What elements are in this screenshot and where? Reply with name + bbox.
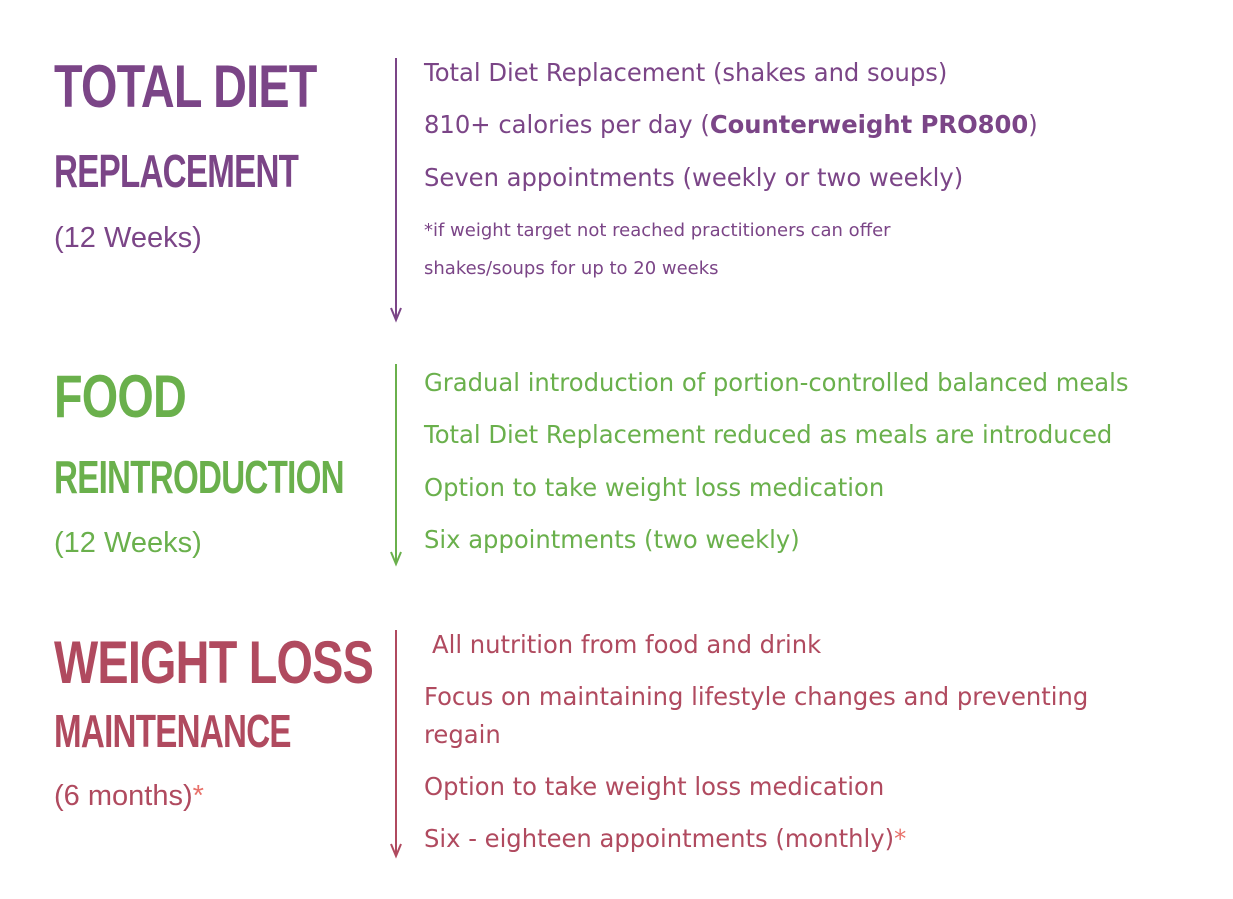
- phase-title-line1: TOTAL DIET: [54, 53, 317, 120]
- phase-duration-text: (6 months): [54, 780, 193, 812]
- phase-item-text: Six - eighteen appointments (monthly): [424, 824, 895, 853]
- phase-title-line1: FOOD: [54, 363, 187, 430]
- phase-note-line1: *if weight target not reached practition…: [424, 220, 891, 241]
- timeline-arrow-icon: [390, 630, 402, 859]
- phase-item: Gradual introduction of portion-controll…: [424, 368, 1129, 397]
- phase-item: Focus on maintaining lifestyle changes a…: [424, 682, 1089, 711]
- phase-title-line1: WEIGHT LOSS: [54, 629, 374, 696]
- phase-item: Seven appointments (weekly or two weekly…: [424, 163, 964, 192]
- phase-item-text: 810+ calories per day (: [424, 110, 710, 139]
- footnote-asterisk: *: [894, 824, 907, 853]
- phase-note-line2: shakes/soups for up to 20 weeks: [424, 258, 719, 279]
- phase-item: All nutrition from food and drink: [432, 630, 822, 659]
- phase-duration: (12 Weeks): [54, 527, 202, 559]
- phase-item: Six - eighteen appointments (monthly)*: [424, 824, 906, 853]
- phase-title-line2: MAINTENANCE: [54, 705, 292, 757]
- phase-item: Option to take weight loss medication: [424, 772, 885, 801]
- phase-item-text-tail: ): [1028, 110, 1038, 139]
- phase-item: Total Diet Replacement reduced as meals …: [424, 420, 1113, 449]
- phase-item: Six appointments (two weekly): [424, 525, 800, 554]
- footnote-asterisk: *: [192, 780, 204, 812]
- phase-item: Total Diet Replacement (shakes and soups…: [424, 58, 948, 87]
- product-name: Counterweight PRO800: [709, 110, 1029, 139]
- phase-duration: (6 months)*: [54, 780, 204, 813]
- phase-title-line2: REPLACEMENT: [54, 145, 299, 197]
- phase-title-line2: REINTRODUCTION: [54, 451, 345, 503]
- phase-item: Option to take weight loss medication: [424, 473, 885, 502]
- phase-item: 810+ calories per day (Counterweight PRO…: [424, 110, 1038, 139]
- phase-item-continuation: regain: [424, 720, 501, 749]
- phase-duration: (12 Weeks): [54, 222, 202, 254]
- timeline-arrow-icon: [390, 364, 402, 567]
- timeline-arrow-icon: [390, 58, 402, 323]
